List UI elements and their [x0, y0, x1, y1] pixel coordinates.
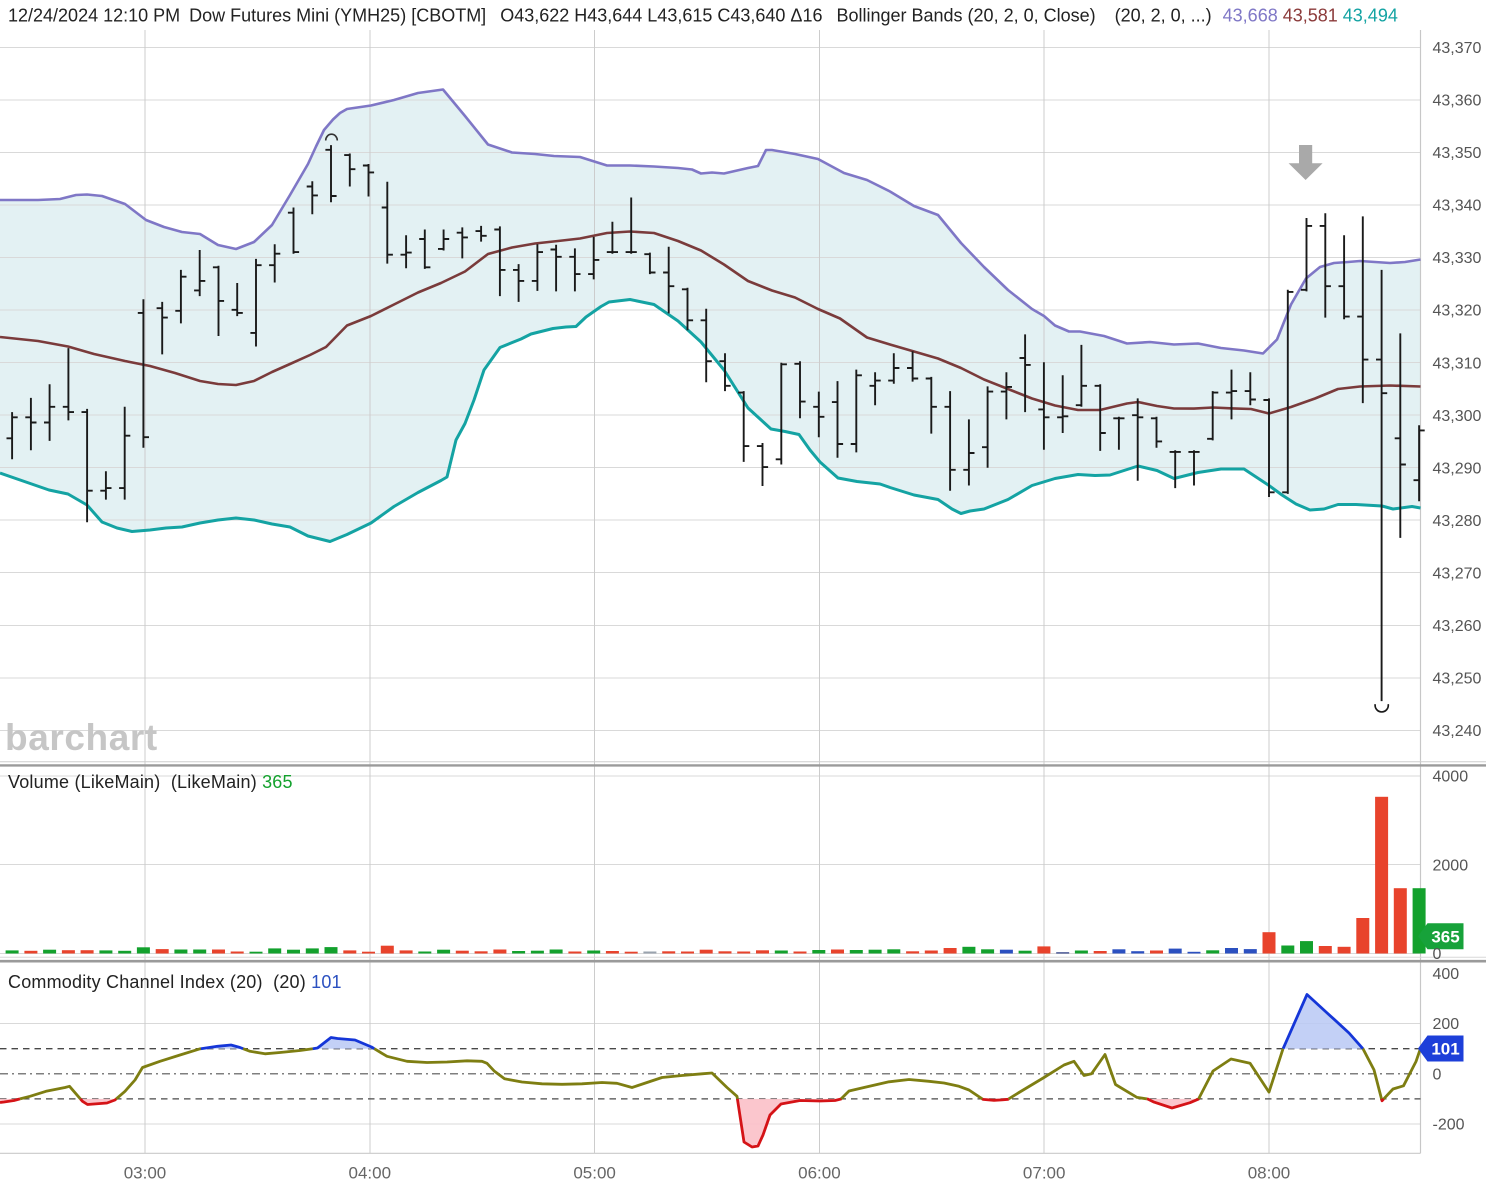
svg-text:101: 101: [1431, 1040, 1459, 1059]
svg-text:43,280: 43,280: [1433, 513, 1482, 530]
svg-text:43,250: 43,250: [1433, 670, 1482, 687]
svg-text:43,330: 43,330: [1433, 250, 1482, 267]
svg-text:43,360: 43,360: [1433, 93, 1482, 110]
svg-text:0: 0: [1433, 1066, 1442, 1083]
svg-text:400: 400: [1433, 966, 1460, 983]
svg-text:365: 365: [1431, 927, 1459, 946]
svg-text:43,260: 43,260: [1433, 618, 1482, 635]
svg-text:43,340: 43,340: [1433, 198, 1482, 215]
svg-text:barchart: barchart: [5, 717, 158, 758]
svg-text:0: 0: [1433, 946, 1442, 963]
svg-text:04:00: 04:00: [349, 1164, 392, 1183]
svg-text:-200: -200: [1433, 1117, 1465, 1134]
svg-text:43,240: 43,240: [1433, 723, 1482, 740]
svg-text:43,290: 43,290: [1433, 460, 1482, 477]
svg-text:43,300: 43,300: [1433, 408, 1482, 425]
svg-text:4000: 4000: [1433, 769, 1469, 786]
svg-text:43,310: 43,310: [1433, 355, 1482, 372]
svg-text:05:00: 05:00: [573, 1164, 616, 1183]
svg-text:Commodity Channel Index (20): Commodity Channel Index (20) (20) 101: [8, 972, 342, 992]
svg-text:07:00: 07:00: [1023, 1164, 1066, 1183]
svg-text:06:00: 06:00: [798, 1164, 841, 1183]
svg-text:43,270: 43,270: [1433, 565, 1482, 582]
svg-text:43,350: 43,350: [1433, 145, 1482, 162]
svg-text:12/24/2024 12:10 PM Dow Future: 12/24/2024 12:10 PM Dow Futures Mini (YM…: [8, 6, 1398, 26]
svg-text:43,370: 43,370: [1433, 40, 1482, 57]
svg-text:2000: 2000: [1433, 857, 1469, 874]
svg-text:Volume (LikeMain) (LikeMain): Volume (LikeMain) (LikeMain) 365: [8, 772, 293, 792]
svg-text:03:00: 03:00: [124, 1164, 167, 1183]
svg-text:200: 200: [1433, 1016, 1460, 1033]
svg-text:08:00: 08:00: [1248, 1164, 1291, 1183]
svg-text:43,320: 43,320: [1433, 303, 1482, 320]
